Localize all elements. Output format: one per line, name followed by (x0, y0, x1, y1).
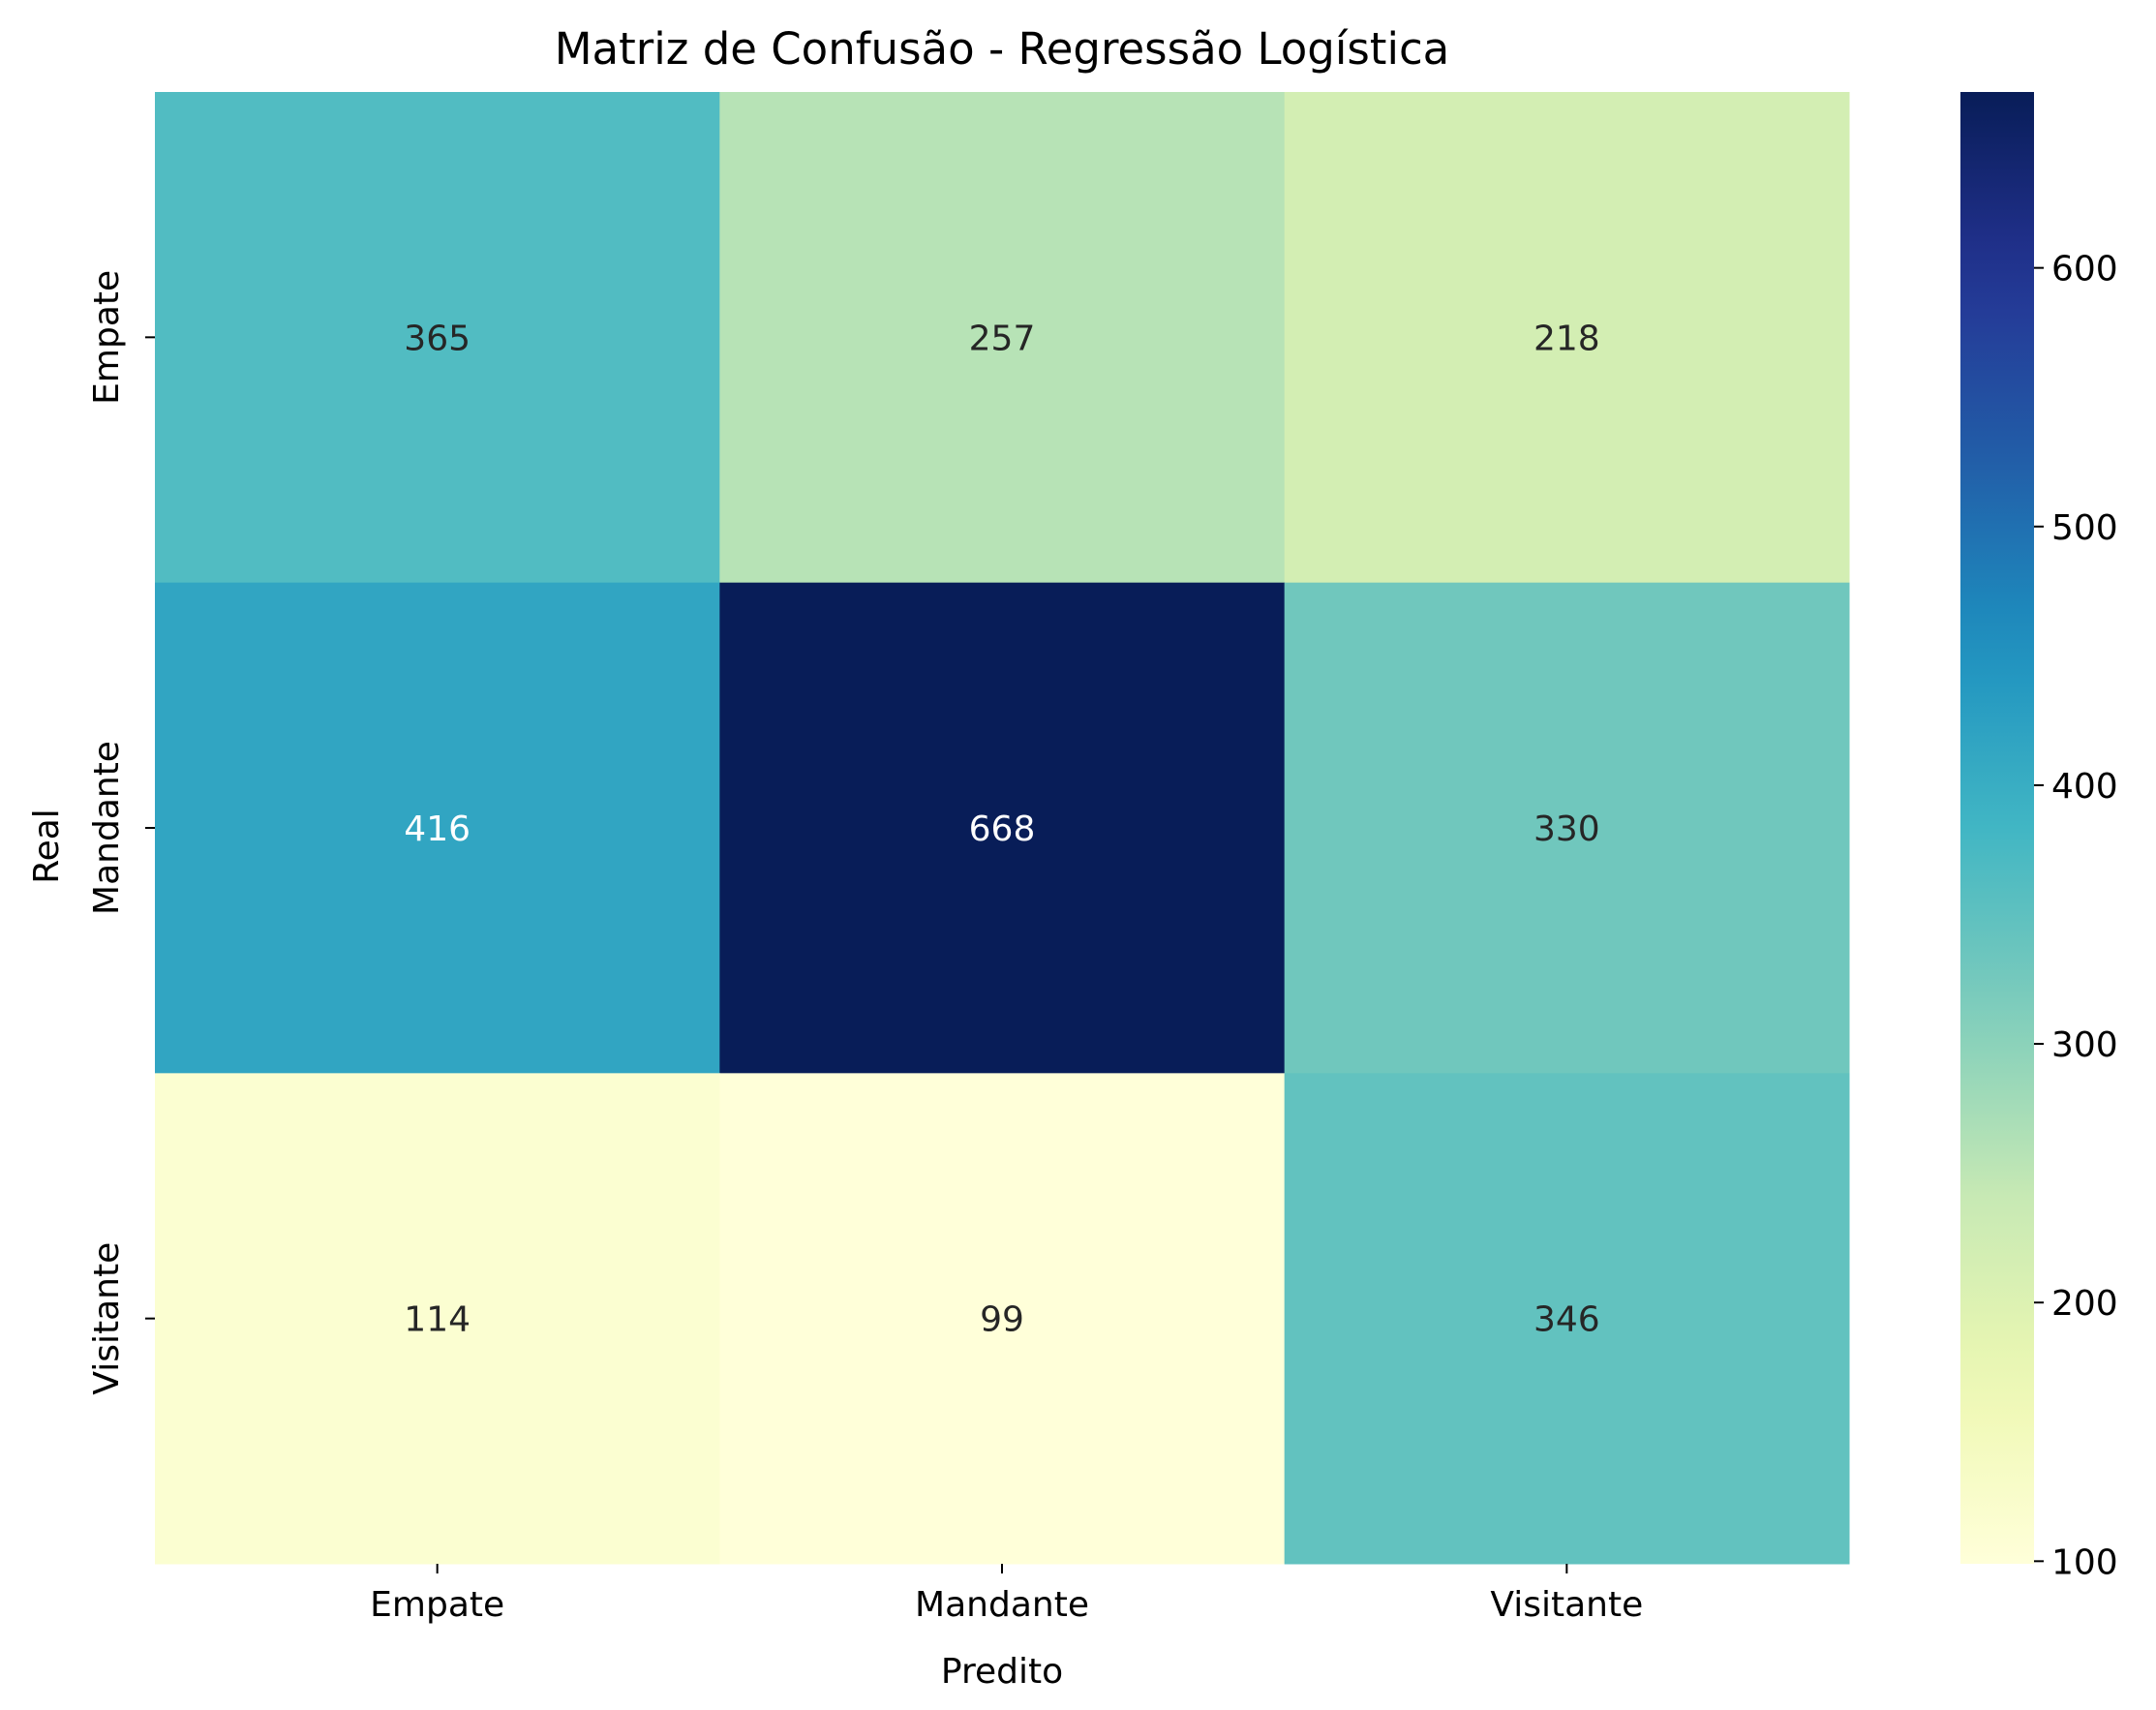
heatmap-cell (155, 92, 720, 584)
heatmap-cell (155, 582, 720, 1074)
y-tick-label: Empate (87, 270, 127, 405)
cell-value-label: 257 (969, 319, 1036, 358)
cell-value-label: 346 (1533, 1300, 1600, 1340)
heatmap-cell (719, 92, 1286, 584)
chart-title: Matriz de Confusão - Regressão Logística (555, 23, 1450, 75)
cell-annotations: 365 257 218 416 668 330 114 99 346 (404, 319, 1599, 1339)
colorbar-tick-label: 200 (2051, 1284, 2118, 1324)
colorbar-tick-label: 100 (2051, 1542, 2118, 1582)
cell-value-label: 416 (404, 809, 471, 849)
colorbar-tick-label: 600 (2051, 250, 2118, 290)
cell-value-label: 99 (980, 1300, 1024, 1340)
colorbar-ticks: 100 200 300 400 500 600 (2034, 250, 2118, 1582)
heatmap-cell (719, 582, 1286, 1074)
y-tick-label: Visitante (87, 1242, 127, 1395)
x-axis: Empate Mandante Visitante (370, 1564, 1643, 1625)
x-tick-label: Visitante (1490, 1585, 1643, 1625)
heatmap-cell (1284, 1073, 1850, 1565)
heatmap-cell (155, 1073, 720, 1565)
cell-value-label: 114 (404, 1300, 471, 1340)
heatmap-cell (719, 1073, 1286, 1565)
colorbar-tick-label: 400 (2051, 767, 2118, 807)
y-axis-label: Real (27, 809, 67, 884)
heatmap-cell (1284, 92, 1850, 584)
cell-value-label: 668 (969, 809, 1036, 849)
colorbar-tick-label: 300 (2051, 1025, 2118, 1065)
y-tick-label: Mandante (87, 741, 127, 915)
colorbar (1960, 92, 2034, 1564)
cell-value-label: 218 (1533, 319, 1600, 358)
cell-value-label: 330 (1533, 809, 1600, 849)
y-axis: Empate Mandante Visitante (87, 270, 155, 1395)
colorbar-tick-label: 500 (2051, 508, 2118, 548)
heatmap-cells (155, 92, 1850, 1565)
x-tick-label: Mandante (915, 1585, 1089, 1625)
heatmap-cell (1284, 582, 1850, 1074)
cell-value-label: 365 (404, 319, 471, 358)
x-axis-label: Predito (941, 1652, 1063, 1692)
x-tick-label: Empate (370, 1585, 504, 1625)
